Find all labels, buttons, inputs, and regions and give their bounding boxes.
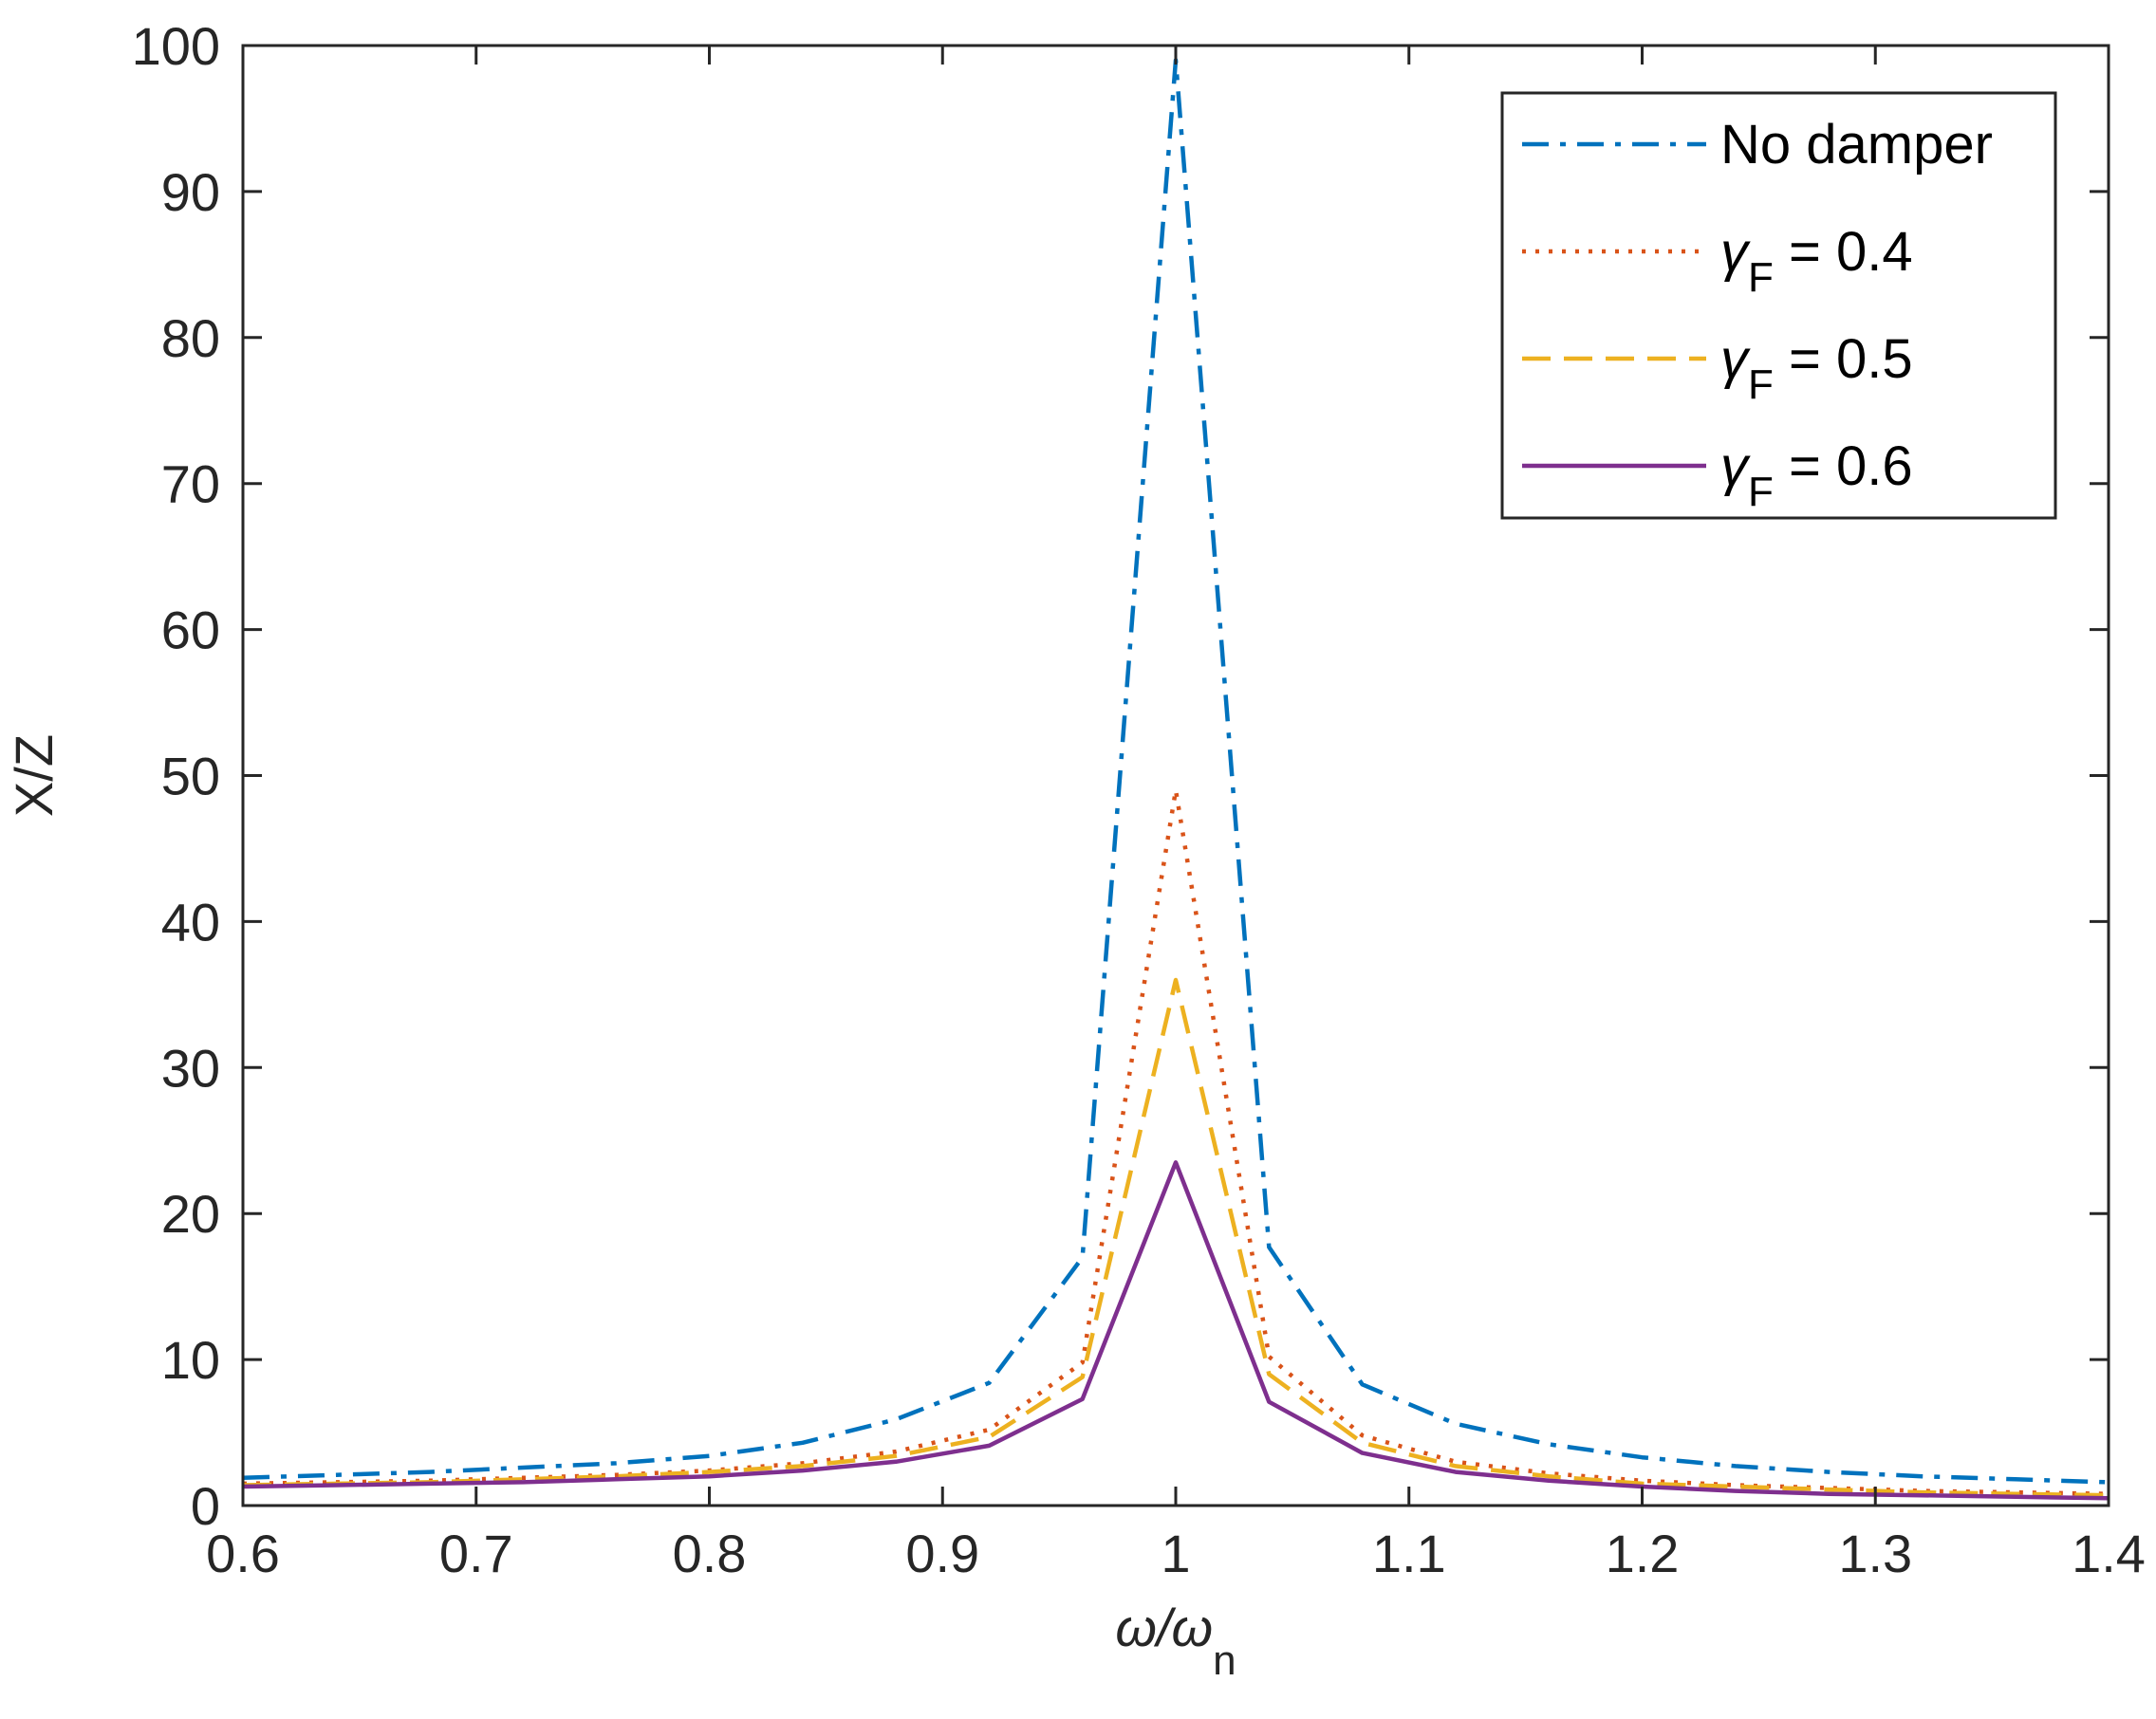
y-tick-label: 0 (191, 1476, 220, 1536)
y-tick-label: 40 (161, 892, 220, 952)
x-tick-label: 1.1 (1372, 1524, 1446, 1583)
series-line-3 (242, 1160, 2110, 1501)
series-line-2 (242, 977, 2110, 1498)
legend-label-suffix: = 0.4 (1774, 221, 1913, 283)
x-axis-label: ω/ωn (1115, 1598, 1236, 1684)
legend-label-suffix: = 0.6 (1774, 435, 1913, 497)
y-tick-label: 100 (132, 16, 220, 76)
x-axis-label-text: ω/ωn (1115, 1598, 1236, 1684)
x-tick-label: 0.6 (206, 1524, 280, 1583)
legend-label-3: γF = 0.6 (1720, 435, 1913, 515)
legend-label-1: γF = 0.4 (1720, 221, 1913, 301)
y-tick-label: 20 (161, 1184, 220, 1244)
legend-label-suffix: = 0.5 (1774, 328, 1913, 390)
y-tick-label: 60 (161, 601, 220, 660)
x-tick-label: 1.2 (1606, 1524, 1680, 1583)
legend-label-sub: F (1748, 469, 1774, 515)
x-axis-label-main: ω/ω (1115, 1598, 1213, 1657)
y-tick-label: 10 (161, 1330, 220, 1390)
y-axis-label: X/Z (4, 734, 64, 817)
x-tick-label: 0.8 (673, 1524, 747, 1583)
legend-box (1500, 91, 2057, 520)
y-tick-label: 90 (161, 162, 220, 222)
x-tick-label: 1.3 (1838, 1524, 1912, 1583)
y-tick-label: 80 (161, 308, 220, 368)
y-tick-label: 30 (161, 1038, 220, 1098)
tick-layer: 0.6 0.7 0.8 0.9 1 1.1 1.2 1.3 1.4 0 10 20 30 40 50 60 70… (132, 16, 2146, 1583)
x-tick-label: 0.7 (439, 1524, 513, 1583)
y-tick-label: 50 (161, 747, 220, 806)
legend-label-main: γ (1720, 435, 1751, 497)
legend-label-sub: F (1748, 361, 1774, 408)
legend-label-0: No damper (1720, 114, 1993, 176)
legend-label-main: γ (1720, 328, 1751, 390)
y-tick-label: 70 (161, 454, 220, 514)
x-tick-label: 1 (1161, 1524, 1190, 1583)
legend-label-2: γF = 0.5 (1720, 328, 1913, 408)
legend-label-sub: F (1748, 254, 1774, 301)
legend-label-main: γ (1720, 221, 1751, 283)
x-axis-label-sub: n (1213, 1637, 1236, 1684)
x-tick-label: 0.9 (905, 1524, 979, 1583)
x-tick-label: 1.4 (2072, 1524, 2146, 1583)
legend-label-main: No damper (1720, 114, 1993, 176)
